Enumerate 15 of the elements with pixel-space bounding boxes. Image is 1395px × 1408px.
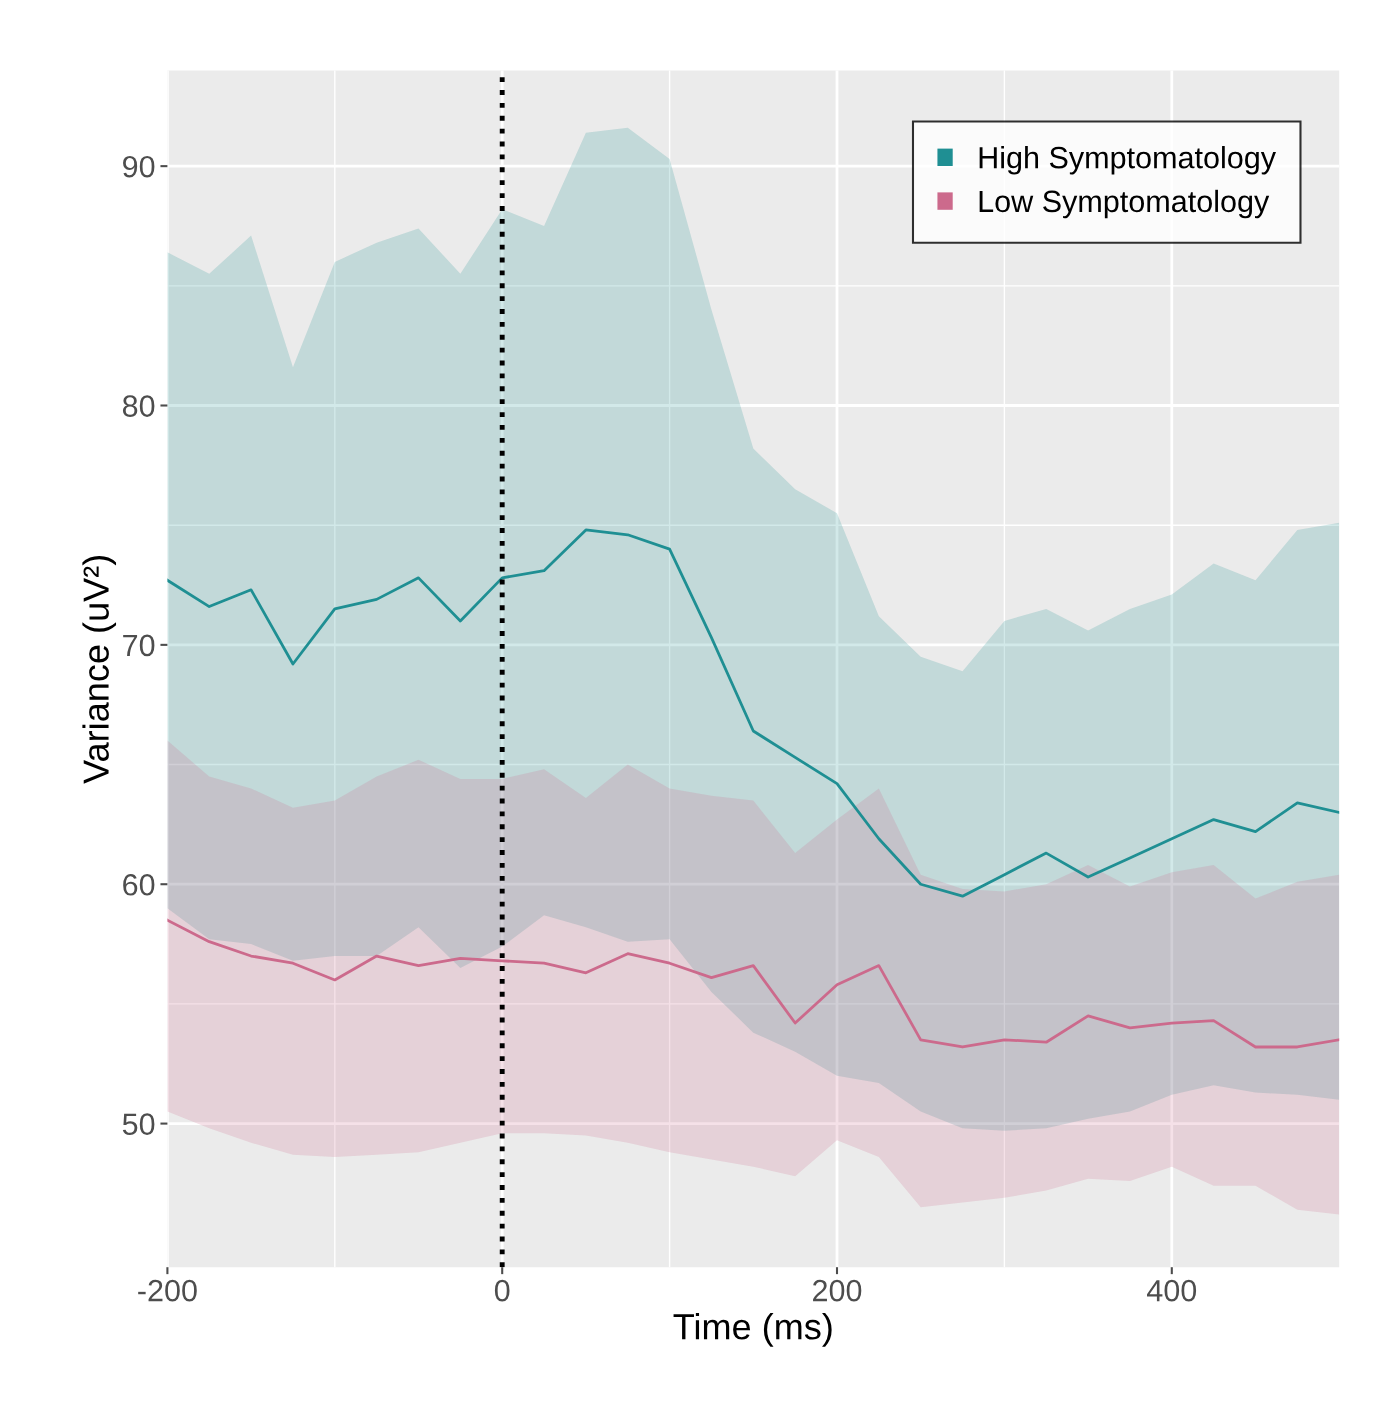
y-axis-title: Variance (uV²) bbox=[82, 555, 117, 784]
legend-label: High Symptomatology bbox=[979, 146, 1276, 175]
legend-label: Low Symptomatology bbox=[979, 189, 1270, 219]
x-axis-title: Time (ms) bbox=[673, 1313, 832, 1347]
line-series bbox=[167, 528, 1340, 898]
x-tick-label: -200 bbox=[138, 1279, 197, 1302]
y-tick-label: 50 bbox=[122, 1113, 155, 1135]
x-tick-label: 0 bbox=[494, 1279, 510, 1302]
line-series bbox=[167, 918, 1340, 1049]
y-tick-label: 60 bbox=[123, 873, 155, 896]
y-tick-label: 70 bbox=[123, 634, 155, 657]
x-tick-label: 200 bbox=[813, 1279, 862, 1302]
x-tick-label: 400 bbox=[1147, 1279, 1197, 1302]
y-tick-label: 90 bbox=[123, 155, 155, 178]
y-tick-label: 80 bbox=[122, 395, 155, 417]
